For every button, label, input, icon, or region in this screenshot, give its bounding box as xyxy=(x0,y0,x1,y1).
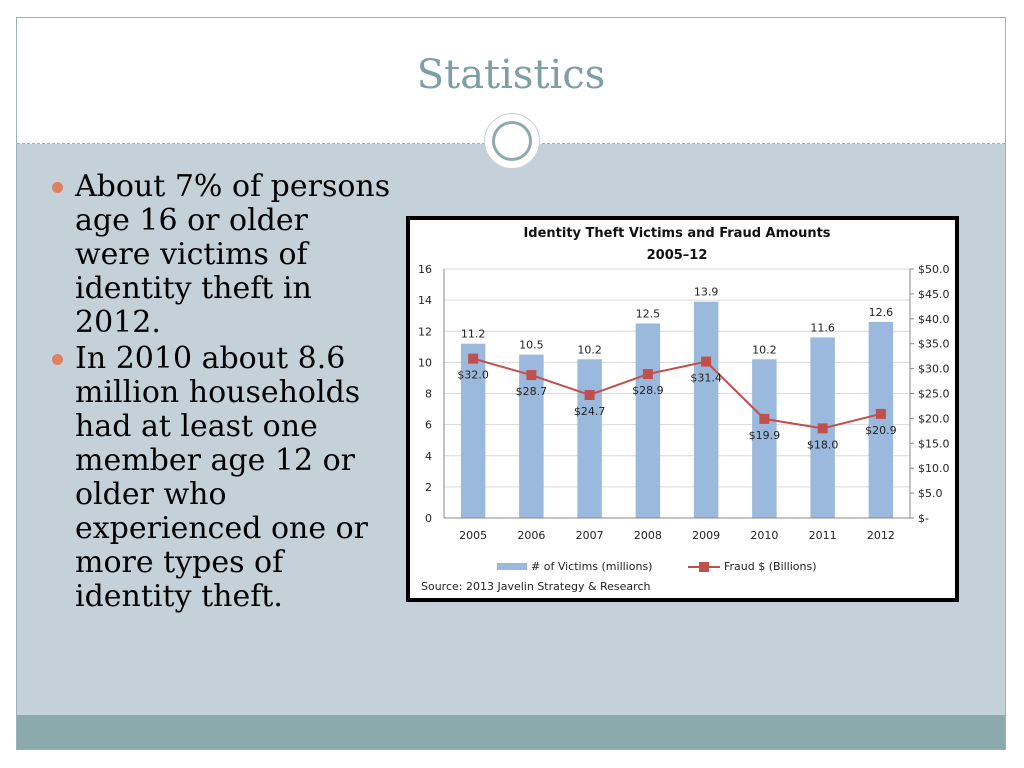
bar xyxy=(577,359,602,518)
chart-subtitle: 2005–12 xyxy=(647,248,708,263)
line-series: $32.0 $28.7 $24.7 $28.9 $31.4 $19.9 $18.0 $20.9 xyxy=(457,353,897,451)
bullet-text: In 2010 about 8.6 million households had… xyxy=(75,341,369,614)
chart-source: Source: 2013 Javelin Strategy & Research xyxy=(421,580,651,593)
bar-data-label: 10.2 xyxy=(752,343,777,356)
y-tick-label: 0 xyxy=(425,512,432,525)
line-data-label: $28.9 xyxy=(632,384,664,397)
line-data-label: $24.7 xyxy=(574,405,606,418)
bar-data-label: 10.5 xyxy=(519,339,544,352)
legend-line-marker xyxy=(699,562,709,572)
legend-bar-swatch xyxy=(497,563,527,570)
bar-data-label: 11.2 xyxy=(461,328,486,341)
bullet-list: About 7% of persons age 16 or older were… xyxy=(47,170,392,616)
fraud-line xyxy=(472,357,882,430)
bar xyxy=(635,323,661,518)
y2-tick-label: $5.0 xyxy=(918,487,943,500)
x-tick-label: 2006 xyxy=(517,529,545,542)
line-data-label: $18.0 xyxy=(807,438,839,451)
x-tick-label: 2005 xyxy=(459,529,487,542)
x-tick-label: 2009 xyxy=(692,529,720,542)
bar-data-label: 11.6 xyxy=(810,321,835,334)
x-tick-label: 2012 xyxy=(867,529,895,542)
chart-axes: 0 2 4 6 8 10 12 14 16 $- $5.0 $10.0 $15.0 $20.0 $25.0 $… xyxy=(418,263,950,542)
line-marker xyxy=(468,353,479,364)
y2-tick-label: $40.0 xyxy=(918,313,950,326)
bar xyxy=(868,321,894,518)
y2-tick-label: $20.0 xyxy=(918,412,950,425)
bar-data-label: 10.2 xyxy=(577,343,602,356)
line-marker xyxy=(817,423,828,434)
chart-title: Identity Theft Victims and Fraud Amounts xyxy=(523,226,830,241)
line-marker xyxy=(584,389,595,400)
chart-grid xyxy=(444,268,910,519)
y-tick-label: 6 xyxy=(425,419,432,432)
bar xyxy=(693,301,719,518)
bar-data-label: 12.6 xyxy=(869,306,894,319)
bar-data-label: 13.9 xyxy=(694,286,719,299)
y2-tick-label: $30.0 xyxy=(918,363,950,376)
x-tick-label: 2007 xyxy=(576,529,604,542)
y-tick-label: 10 xyxy=(418,356,432,369)
y-tick-label: 12 xyxy=(418,325,432,338)
bar xyxy=(752,359,777,518)
x-tick-label: 2011 xyxy=(809,529,837,542)
x-tick-label: 2010 xyxy=(750,529,778,542)
bullet-dot-icon xyxy=(52,182,63,193)
x-tick-label: 2008 xyxy=(634,529,662,542)
bullet-item: In 2010 about 8.6 million households had… xyxy=(47,342,392,614)
slide-title: Statistics xyxy=(416,52,606,98)
y-tick-label: 16 xyxy=(418,263,432,276)
line-data-label: $28.7 xyxy=(516,385,548,398)
y2-tick-label: $- xyxy=(918,512,929,525)
line-data-label: $20.9 xyxy=(865,424,897,437)
chart-legend: # of Victims (millions) Fraud $ (Billions… xyxy=(497,560,817,573)
line-marker xyxy=(526,370,537,381)
bullet-text: About 7% of persons age 16 or older were… xyxy=(75,169,391,340)
line-data-label: $32.0 xyxy=(457,369,489,382)
footer-bar xyxy=(17,715,1005,749)
y-tick-label: 8 xyxy=(425,388,432,401)
bar xyxy=(519,354,544,518)
y2-tick-label: $50.0 xyxy=(918,263,950,276)
bar xyxy=(460,343,486,518)
bar-series: 11.2 10.5 10.2 12.5 13.9 10.2 11.6 12.6 xyxy=(461,286,893,518)
y2-tick-label: $10.0 xyxy=(918,462,950,475)
y-tick-label: 14 xyxy=(418,294,432,307)
line-marker xyxy=(875,408,886,419)
chart-container: Identity Theft Victims and Fraud Amounts… xyxy=(406,216,959,602)
bullet-item: About 7% of persons age 16 or older were… xyxy=(47,170,392,340)
line-marker xyxy=(642,369,653,380)
y2-tick-label: $45.0 xyxy=(918,288,950,301)
y-tick-label: 2 xyxy=(425,481,432,494)
bar-data-label: 12.5 xyxy=(636,307,661,320)
legend-label: # of Victims (millions) xyxy=(531,560,652,573)
legend-label: Fraud $ (Billions) xyxy=(724,560,817,573)
y2-tick-label: $35.0 xyxy=(918,338,950,351)
circle-ornament-icon xyxy=(484,113,540,169)
y-tick-label: 4 xyxy=(425,450,432,463)
line-marker xyxy=(701,356,712,367)
y2-tick-label: $25.0 xyxy=(918,388,950,401)
line-data-label: $19.9 xyxy=(749,429,781,442)
line-marker xyxy=(759,413,770,424)
y2-tick-label: $15.0 xyxy=(918,437,950,450)
line-data-label: $31.4 xyxy=(690,372,722,385)
bullet-dot-icon xyxy=(52,354,63,365)
chart-svg: Identity Theft Victims and Fraud Amounts… xyxy=(418,226,950,593)
